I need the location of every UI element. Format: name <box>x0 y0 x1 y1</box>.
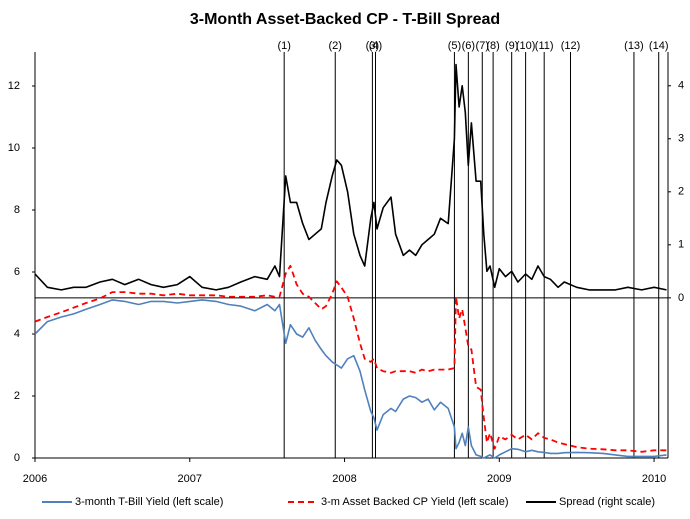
x-tick-label: 2008 <box>332 473 356 485</box>
series-line <box>34 264 667 453</box>
event-label: (2) <box>329 40 342 52</box>
x-tick-label: 2006 <box>23 473 47 485</box>
event-label: (8) <box>486 40 499 52</box>
y2-tick-label: 2 <box>678 186 684 198</box>
event-label: (1) <box>277 40 290 52</box>
y2-tick-label: 0 <box>678 292 684 304</box>
y2-tick-label: 1 <box>678 239 684 251</box>
y-tick-label: 8 <box>14 204 20 216</box>
y-tick-label: 6 <box>14 266 20 278</box>
event-label: (6) <box>462 40 475 52</box>
chart-title: 3-Month Asset-Backed CP - T-Bill Spread <box>190 11 500 28</box>
y2-tick-label: 4 <box>678 80 684 92</box>
legend-label: 3-month T-Bill Yield (left scale) <box>75 496 223 508</box>
event-label: (5) <box>448 40 461 52</box>
y-tick-label: 12 <box>8 80 20 92</box>
y-tick-label: 2 <box>14 390 20 402</box>
x-tick-label: 2010 <box>642 473 666 485</box>
y-tick-label: 0 <box>14 452 20 464</box>
series-line <box>34 63 667 291</box>
legend-label: Spread (right scale) <box>559 496 655 508</box>
event-label: (7) <box>476 40 489 52</box>
series-line <box>34 299 667 459</box>
event-label: (14) <box>649 40 669 52</box>
event-label: (9) <box>505 40 518 52</box>
legend-label: 3-m Asset Backed CP Yield (left scale) <box>321 496 509 508</box>
event-label: (12) <box>561 40 581 52</box>
x-tick-label: 2009 <box>487 473 511 485</box>
x-tick-label: 2007 <box>178 473 202 485</box>
event-label: (4) <box>369 40 382 52</box>
event-label: (10) <box>516 40 536 52</box>
event-label: (13) <box>624 40 644 52</box>
y-tick-label: 10 <box>8 142 20 154</box>
y2-tick-label: 3 <box>678 133 684 145</box>
event-label: (11) <box>535 40 554 52</box>
y-tick-label: 4 <box>14 328 20 340</box>
event-label: (3) <box>366 40 379 52</box>
